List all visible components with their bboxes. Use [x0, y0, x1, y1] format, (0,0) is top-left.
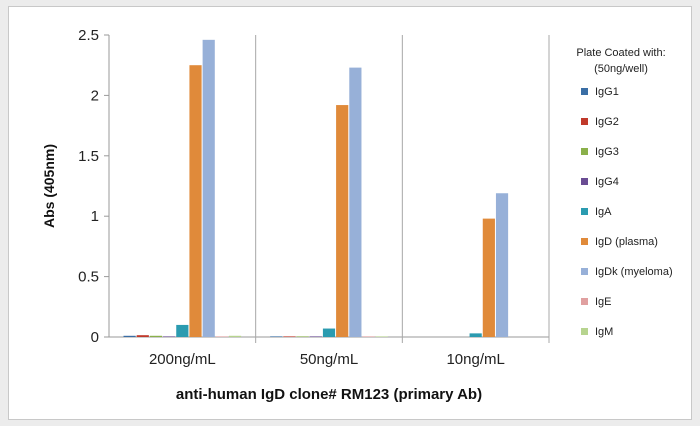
bar-igg4	[309, 336, 322, 337]
bar-igm	[228, 335, 242, 337]
bar-igd-plasma-	[482, 218, 495, 337]
bar-igm	[375, 336, 388, 337]
bar-iga	[322, 328, 336, 337]
bar-igg2	[136, 335, 149, 337]
y-axis-title: Abs (405nm)	[41, 144, 57, 228]
bar-ige	[362, 336, 375, 337]
bar-igg1	[270, 336, 283, 337]
y-tick-label: 0.5	[78, 269, 99, 286]
legend-label: IgDk (myeloma)	[595, 266, 673, 278]
legend-label: IgG1	[595, 86, 619, 98]
bar-igg1	[123, 335, 136, 337]
bar-igg2	[283, 336, 296, 337]
x-category-label: 10ng/mL	[446, 351, 504, 368]
legend-swatch	[581, 208, 588, 215]
legend-swatch	[581, 148, 588, 155]
y-tick-label: 0	[91, 329, 99, 346]
legend-label: IgE	[595, 296, 612, 308]
legend-label: IgA	[595, 206, 612, 218]
legend-swatch	[581, 268, 588, 275]
legend-swatch	[581, 328, 588, 335]
legend-label: IgM	[595, 326, 613, 338]
bar-igdk-myeloma-	[495, 193, 509, 337]
legend-swatch	[581, 238, 588, 245]
bar-iga	[469, 333, 482, 337]
legend-title-line-1: Plate Coated with:	[576, 47, 665, 59]
legend-swatch	[581, 118, 588, 125]
bar-ige	[215, 336, 228, 337]
legend-label: IgG4	[595, 176, 619, 188]
bar-chart: 0 0.5 1 1.5 2 2.5 200ng/mL 50ng/mL 10ng/mL anti-h…	[41, 27, 673, 403]
x-axis-title: anti-human IgD clone# RM123 (primary Ab)	[176, 386, 482, 403]
x-category-label: 50ng/mL	[300, 351, 358, 368]
bar-igdk-myeloma-	[349, 67, 362, 337]
legend-swatch	[581, 298, 588, 305]
legend-swatch	[581, 88, 588, 95]
bar-igd-plasma-	[189, 65, 202, 337]
bar-igg3	[149, 335, 163, 337]
legend-label: IgG2	[595, 116, 619, 128]
x-category-label: 200ng/mL	[149, 351, 216, 368]
bar-iga	[176, 324, 189, 337]
y-tick-label: 2	[91, 87, 99, 104]
bar-igdk-myeloma-	[202, 39, 215, 337]
legend-title-line-2: (50ng/well)	[594, 63, 648, 75]
y-tick-label: 1	[91, 208, 99, 225]
bar-igd-plasma-	[336, 105, 349, 338]
legend-label: IgD (plasma)	[595, 236, 658, 248]
legend-label: IgG3	[595, 146, 619, 158]
bar-igg4	[163, 336, 176, 337]
y-tick-label: 2.5	[78, 27, 99, 44]
bar-igg3	[296, 336, 309, 337]
chart-frame: 0 0.5 1 1.5 2 2.5 200ng/mL 50ng/mL 10ng/mL anti-h…	[8, 6, 692, 420]
y-tick-label: 1.5	[78, 148, 99, 165]
legend-swatch	[581, 178, 588, 185]
